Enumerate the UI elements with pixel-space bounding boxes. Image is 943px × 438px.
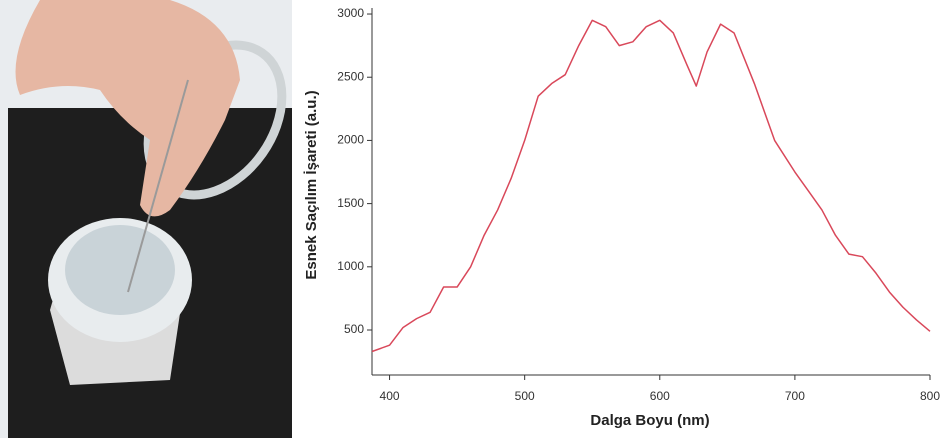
x-tick-label: 700	[785, 389, 805, 403]
y-tick-label: 2000	[337, 133, 364, 147]
photo	[0, 0, 310, 438]
x-tick-label: 500	[515, 389, 535, 403]
y-tick-label: 1500	[337, 196, 364, 210]
page: Dalga Boyu (nm) Esnek Saçılım İşareti (a…	[0, 0, 943, 438]
y-tick-label: 1000	[337, 259, 364, 273]
y-axis-label: Esnek Saçılım İşareti (a.u.)	[303, 90, 320, 279]
figure: Dalga Boyu (nm) Esnek Saçılım İşareti (a…	[0, 0, 943, 438]
x-tick-label: 400	[380, 389, 400, 403]
cup-inside	[65, 225, 175, 315]
spectrum-line	[372, 20, 930, 351]
y-tick-label: 2500	[337, 69, 364, 83]
x-axis-label: Dalga Boyu (nm)	[590, 412, 709, 429]
plot: Dalga Boyu (nm) Esnek Saçılım İşareti (a…	[303, 6, 940, 429]
y-tick-label: 500	[344, 322, 364, 336]
y-tick-label: 3000	[337, 6, 364, 20]
x-tick-label: 600	[650, 389, 670, 403]
x-tick-label: 800	[920, 389, 940, 403]
